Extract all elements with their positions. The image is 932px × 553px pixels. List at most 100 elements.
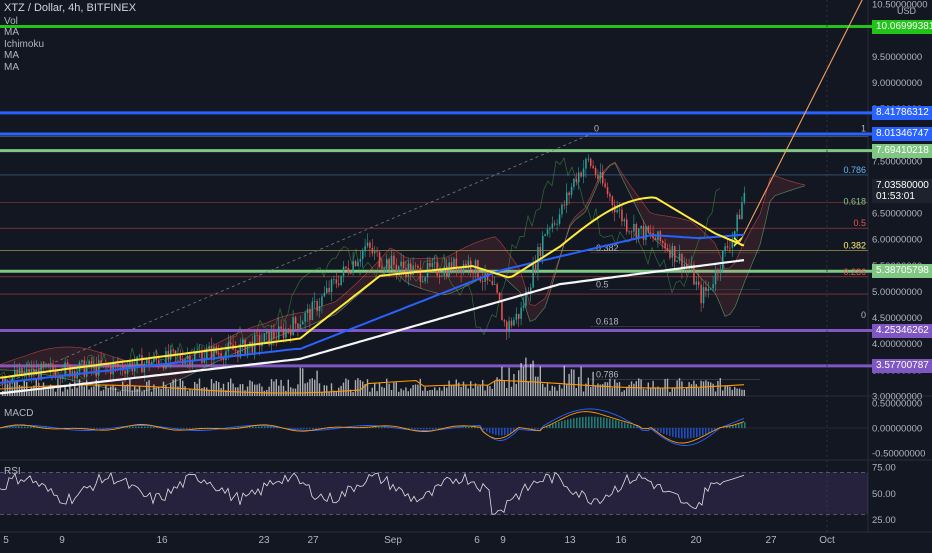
volume-bar bbox=[158, 387, 159, 396]
volume-bar bbox=[700, 381, 701, 396]
volume-bar bbox=[168, 389, 169, 396]
volume-bar bbox=[703, 382, 704, 397]
volume-bar bbox=[165, 385, 166, 396]
candle-body bbox=[566, 193, 568, 206]
candle-body bbox=[379, 252, 381, 267]
candle-body bbox=[741, 202, 743, 219]
volume-bar bbox=[650, 388, 651, 396]
macd-histogram-bar bbox=[435, 428, 437, 429]
candle-body bbox=[50, 365, 52, 366]
macd-histogram-bar bbox=[741, 423, 743, 428]
candle-body bbox=[360, 259, 362, 262]
volume-bar bbox=[153, 385, 154, 397]
volume-bar bbox=[487, 385, 488, 396]
volume-bar bbox=[189, 389, 190, 396]
candle-body bbox=[432, 263, 434, 267]
volume-bar bbox=[556, 391, 557, 396]
candle-body bbox=[136, 357, 138, 366]
time-axis-day-label: 6 bbox=[474, 535, 480, 546]
macd-histogram-bar bbox=[519, 428, 521, 429]
candle-body bbox=[352, 261, 354, 273]
candle-body bbox=[391, 256, 393, 270]
candle-body bbox=[218, 353, 220, 354]
volume-bar bbox=[607, 382, 608, 396]
candle-body bbox=[355, 261, 357, 266]
volume-bar bbox=[674, 388, 675, 396]
indicator-ma[interactable]: MA bbox=[4, 62, 136, 74]
candle-body bbox=[276, 339, 278, 340]
indicator-ma[interactable]: MA bbox=[4, 50, 136, 62]
volume-bar bbox=[660, 389, 661, 397]
candle-body bbox=[297, 324, 299, 329]
candle-body bbox=[309, 309, 311, 320]
volume-bar bbox=[739, 389, 740, 396]
candle-body bbox=[511, 321, 513, 326]
candle-body bbox=[588, 159, 590, 160]
candle-body bbox=[264, 333, 266, 342]
candle-body bbox=[645, 226, 647, 240]
macd-histogram-bar bbox=[294, 428, 296, 429]
volume-bar bbox=[626, 387, 627, 396]
volume-bar bbox=[91, 387, 92, 396]
time-axis-day-label: 5 bbox=[3, 535, 9, 546]
volume-bar bbox=[410, 388, 411, 396]
macd-histogram-bar bbox=[177, 428, 179, 429]
candle-body bbox=[300, 324, 302, 328]
volume-bar bbox=[741, 390, 742, 396]
macd-histogram-bar bbox=[561, 421, 563, 428]
volume-bar bbox=[393, 383, 394, 397]
volume-bar bbox=[384, 388, 385, 396]
time-axis-day-label: 20 bbox=[690, 535, 702, 546]
macd-histogram-bar bbox=[426, 428, 428, 430]
candle-body bbox=[489, 280, 491, 281]
volume-bar bbox=[501, 367, 502, 396]
volume-bar bbox=[590, 387, 591, 396]
candle-body bbox=[26, 369, 28, 372]
candle-body bbox=[544, 234, 546, 236]
candle-body bbox=[328, 288, 330, 292]
volume-bar bbox=[307, 382, 308, 396]
macd-histogram-bar bbox=[309, 428, 311, 430]
candle-body bbox=[540, 247, 542, 256]
volume-bar bbox=[662, 388, 663, 396]
indicator-ma[interactable]: MA bbox=[4, 27, 136, 39]
time-axis-month-label: Sep bbox=[384, 535, 402, 546]
volume-bar bbox=[324, 385, 325, 396]
rsi-label[interactable]: RSI bbox=[4, 466, 21, 477]
volume-bar bbox=[451, 386, 452, 396]
candle-body bbox=[340, 276, 342, 285]
volume-bar bbox=[724, 385, 725, 396]
candle-body bbox=[285, 329, 287, 338]
volume-bar bbox=[84, 387, 85, 397]
price-axis-tick: 6.00000000 bbox=[872, 235, 922, 246]
volume-bar bbox=[667, 379, 668, 396]
price-axis-tick: 7.50000000 bbox=[872, 156, 922, 167]
symbol-title[interactable]: XTZ / Dollar, 4h, BITFINEX bbox=[4, 3, 136, 15]
volume-bar bbox=[420, 379, 421, 396]
fib-level-label: 0.382 bbox=[843, 241, 866, 251]
candle-body bbox=[724, 246, 726, 251]
volume-bar bbox=[45, 390, 46, 396]
volume-bar bbox=[273, 381, 274, 396]
fib-mid-label: 0 bbox=[594, 124, 599, 134]
macd-histogram-bar bbox=[594, 417, 596, 428]
volume-bar bbox=[729, 387, 730, 396]
macd-histogram-bar bbox=[486, 428, 488, 431]
volume-bar bbox=[55, 392, 56, 396]
volume-bar bbox=[256, 385, 257, 396]
indicator-vol[interactable]: Vol bbox=[4, 16, 136, 28]
candle-body bbox=[12, 376, 14, 384]
candle-body bbox=[700, 285, 702, 304]
volume-bar bbox=[52, 388, 53, 396]
candle-body bbox=[441, 276, 443, 277]
candle-body bbox=[244, 340, 246, 355]
macd-histogram-bar bbox=[414, 428, 416, 429]
candle-body bbox=[429, 263, 431, 267]
candle-body bbox=[408, 264, 410, 278]
indicator-ichimoku[interactable]: Ichimoku bbox=[4, 39, 136, 51]
candle-body bbox=[321, 296, 323, 306]
candle-body bbox=[580, 173, 582, 177]
macd-label[interactable]: MACD bbox=[4, 408, 33, 419]
